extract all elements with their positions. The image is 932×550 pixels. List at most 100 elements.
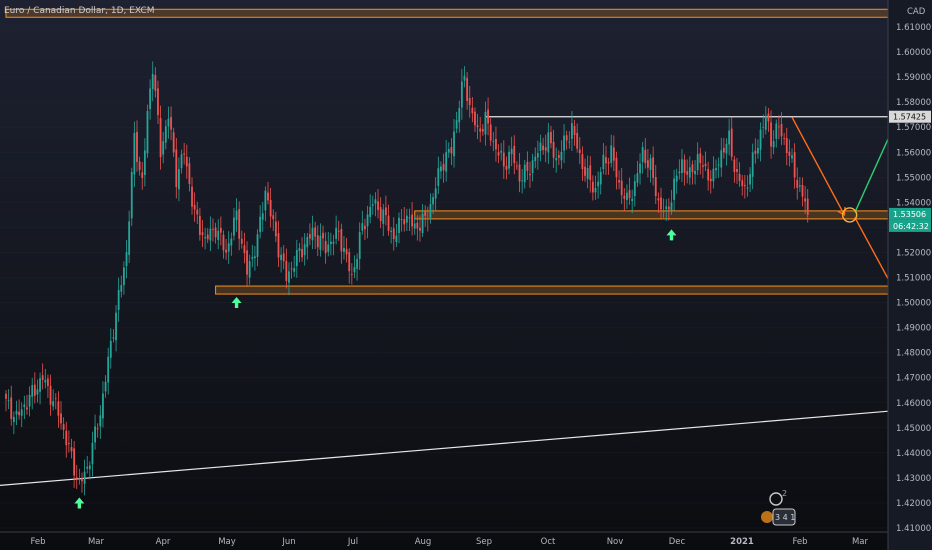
candle-body: [18, 411, 20, 416]
grid: [0, 1, 888, 529]
candle-body: [715, 168, 717, 171]
support-zone-2[interactable]: [414, 210, 900, 220]
price-tick-label: 1.46000: [896, 399, 931, 409]
toolbar-box[interactable]: [772, 508, 796, 526]
candle-body: [125, 252, 128, 266]
candle-body: [568, 141, 571, 143]
time-tick-label: Mar: [852, 537, 869, 547]
candle-body: [81, 478, 83, 482]
candle-body: [214, 227, 217, 238]
candle-body: [440, 166, 442, 172]
candle-body: [141, 172, 144, 178]
support-zone-3[interactable]: [215, 285, 900, 295]
candle-body: [290, 268, 293, 270]
candle-body: [612, 147, 615, 161]
bottom-widgets[interactable]: 2 3 4 1: [761, 489, 796, 526]
candle-body: [573, 126, 576, 136]
candle-body: [20, 409, 23, 416]
candle-body: [175, 149, 178, 188]
candle-body: [586, 167, 589, 179]
candle-body: [403, 219, 406, 225]
candle-body: [552, 141, 555, 158]
candle-body: [633, 181, 636, 196]
candle-body: [717, 164, 720, 166]
candle-body: [143, 150, 146, 176]
alert-icon[interactable]: [769, 492, 783, 506]
candle-body: [416, 222, 419, 229]
candle-body: [277, 233, 280, 258]
candle-body: [238, 209, 241, 239]
time-axis[interactable]: Feb Mar Apr May Jun Jul Aug Sep Oct Nov Dec 2021 Feb…: [0, 531, 888, 547]
candle-body: [675, 175, 678, 182]
candle-body: [57, 401, 60, 416]
projection-arrow-1[interactable]: [791, 116, 846, 216]
time-tick-label: Oct: [541, 537, 556, 547]
candle-body: [293, 268, 296, 272]
candle-body: [405, 215, 408, 223]
candle-body: [563, 135, 565, 151]
candle-body: [159, 118, 162, 158]
price-axis[interactable]: 1.41000 1.42000 1.43000 1.44000 1.45000 1.460…: [887, 0, 932, 550]
candle-body: [212, 228, 214, 230]
price-tick-label: 1.59000: [896, 73, 931, 83]
candle-body: [382, 209, 385, 224]
candle-body: [413, 223, 416, 229]
candle-body: [185, 156, 188, 167]
candle-body: [510, 148, 513, 155]
candle-body: [673, 178, 675, 200]
candle-body: [702, 165, 704, 167]
candle-body: [455, 120, 458, 129]
time-tick-label: Nov: [607, 537, 624, 547]
candle-body: [107, 356, 110, 383]
ascending-trendline[interactable]: [0, 409, 900, 488]
candle-body: [639, 163, 641, 174]
candle-body: [667, 206, 670, 210]
candle-body: [505, 165, 508, 170]
candle-body: [309, 234, 311, 239]
orange-dot-icon[interactable]: [761, 511, 773, 523]
candle-body: [589, 165, 592, 181]
price-tick-label: 1.50000: [896, 299, 931, 309]
candle-body: [550, 132, 552, 144]
candle-body: [681, 159, 683, 173]
resistance-price-badge-bg: [889, 110, 931, 123]
currency-label: CAD: [907, 7, 926, 17]
candle-body: [421, 213, 424, 233]
candle-body: [743, 184, 746, 187]
candle-body: [605, 157, 607, 164]
candle-body: [319, 235, 322, 250]
candle-body: [295, 250, 298, 266]
candle-body: [691, 164, 694, 173]
candle-body: [138, 161, 141, 171]
candle-body: [180, 154, 183, 169]
candle-body: [631, 198, 634, 202]
candle-body: [783, 138, 786, 139]
candle-body: [434, 188, 437, 199]
candle-body: [298, 248, 301, 251]
candle-body: [754, 150, 757, 154]
candle-body: [188, 163, 191, 184]
candle-body: [178, 169, 180, 190]
candle-body: [86, 466, 89, 469]
candle-body: [193, 204, 196, 210]
time-tick-label: Jun: [281, 537, 295, 547]
time-tick-label: Feb: [792, 537, 807, 547]
candle-body: [730, 128, 733, 157]
candle-body: [526, 161, 529, 171]
candle-body: [476, 125, 479, 127]
alert-counter[interactable]: 2: [782, 489, 787, 498]
time-tick-label: Sep: [476, 537, 492, 547]
candle-body: [628, 190, 631, 199]
candle-body: [164, 126, 167, 143]
candle-body: [392, 228, 395, 240]
trend-lines[interactable]: [0, 116, 900, 488]
target-circle[interactable]: [841, 207, 858, 223]
candle-body: [746, 187, 749, 189]
candle-body: [235, 210, 238, 221]
candle-body: [324, 240, 327, 254]
candle-body: [560, 151, 563, 161]
candle-body: [775, 123, 778, 139]
candle-body: [348, 252, 351, 272]
candle-body: [778, 126, 780, 128]
